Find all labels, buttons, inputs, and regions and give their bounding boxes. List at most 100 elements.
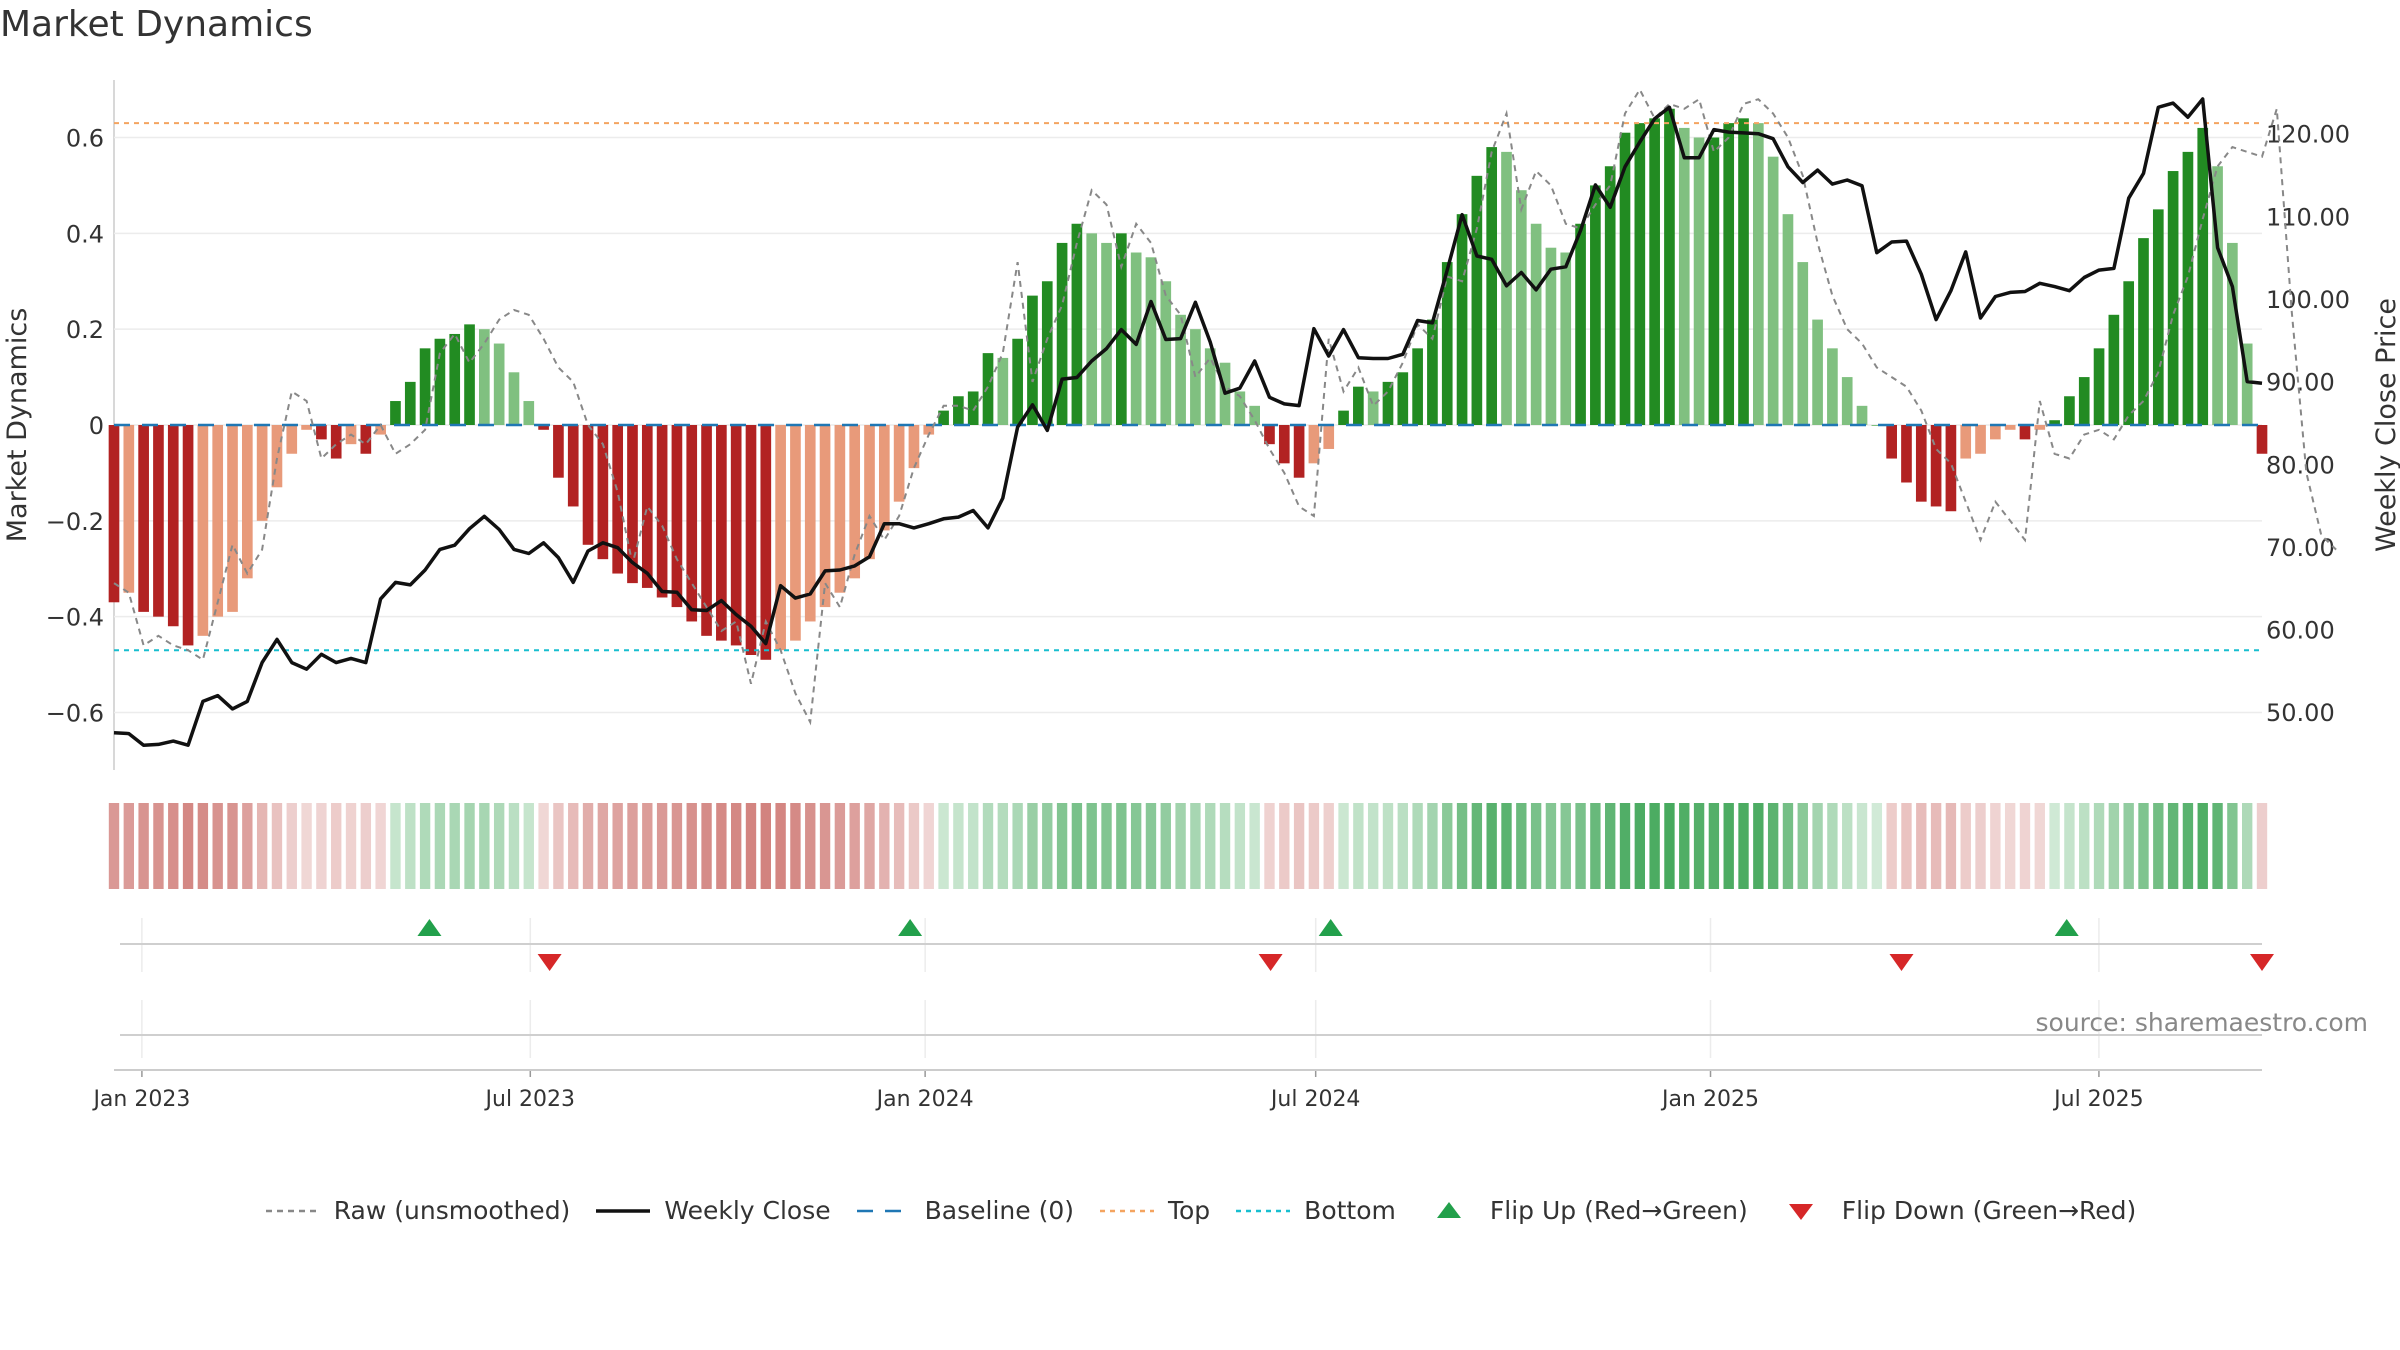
- regime-cell: [1693, 803, 1705, 889]
- regime-cell: [1160, 803, 1171, 889]
- regime-cell: [1856, 803, 1868, 889]
- legend-label: Baseline (0): [924, 1196, 1074, 1225]
- regime-cell: [2197, 803, 2208, 889]
- regime-cell: [2004, 803, 2016, 889]
- histogram-bar: [1338, 410, 1349, 425]
- histogram-bar: [1293, 425, 1305, 478]
- flip-down-marker: [1889, 954, 1914, 971]
- histogram-bar: [256, 425, 268, 521]
- y2-tick-label: 90.00: [2266, 369, 2335, 397]
- histogram-bar: [1323, 425, 1335, 449]
- regime-cell: [1293, 803, 1305, 889]
- histogram-bar: [567, 425, 579, 507]
- histogram-bar: [1278, 425, 1290, 464]
- histogram-bar: [1397, 372, 1409, 425]
- regime-cell: [1353, 803, 1364, 889]
- histogram-bar: [1160, 281, 1172, 425]
- histogram-bar: [1501, 151, 1512, 425]
- histogram-bar: [864, 425, 875, 560]
- regime-cell: [1530, 803, 1542, 889]
- histogram-bar: [1693, 137, 1705, 425]
- y-tick-label: −0.4: [46, 604, 104, 632]
- regime-cell: [1990, 803, 2001, 889]
- regime-cell: [1205, 803, 1216, 889]
- histogram-bar: [404, 381, 416, 425]
- histogram-bar: [1827, 348, 1838, 425]
- histogram-bar: [582, 425, 594, 545]
- regime-cell: [582, 803, 594, 889]
- histogram-bar: [508, 372, 520, 425]
- histogram-bar: [538, 425, 549, 430]
- histogram-bar: [1619, 132, 1631, 426]
- legend-item: Baseline (0): [855, 1196, 1074, 1225]
- histogram-bar: [434, 338, 446, 425]
- regime-cell: [242, 803, 253, 889]
- regime-cell: [879, 803, 890, 889]
- regime-cell: [197, 803, 209, 889]
- histogram-bar: [1975, 425, 1986, 454]
- histogram-bar: [641, 425, 653, 588]
- histogram-bar: [2227, 242, 2238, 425]
- legend-swatch: [265, 1209, 320, 1212]
- regime-cell: [138, 803, 149, 889]
- regime-cell: [1501, 803, 1512, 889]
- histogram-bar: [982, 353, 994, 425]
- regime-cell: [1679, 803, 1690, 889]
- histogram-bar: [1945, 425, 1957, 512]
- regime-cell: [1590, 803, 1601, 889]
- regime-cell: [227, 803, 238, 889]
- regime-cell: [2019, 803, 2031, 889]
- regime-cell: [1916, 803, 1927, 889]
- y-tick-label: 0.4: [66, 220, 104, 248]
- regime-cell: [849, 803, 860, 889]
- regime-cell: [523, 803, 534, 889]
- histogram-bar: [1412, 348, 1423, 425]
- flip-down-marker: [2250, 954, 2274, 971]
- regime-cell: [627, 803, 638, 889]
- regime-cell: [2256, 803, 2268, 889]
- histogram-bar: [2197, 127, 2209, 426]
- histogram-bar: [271, 425, 283, 488]
- histogram-bar: [612, 425, 624, 574]
- regime-cell: [805, 803, 816, 889]
- regime-cell: [1471, 803, 1483, 889]
- histogram-bar: [2093, 348, 2105, 425]
- histogram-bar: [301, 425, 312, 430]
- histogram-bar: [656, 425, 668, 598]
- regime-cell: [656, 803, 668, 889]
- regime-cell: [908, 803, 920, 889]
- histogram-bar: [834, 425, 846, 593]
- regime-cell: [1605, 803, 1616, 889]
- regime-cell: [168, 803, 179, 889]
- regime-cell: [1634, 803, 1646, 889]
- histogram-bar: [360, 425, 372, 454]
- regime-cell: [1249, 803, 1260, 889]
- y2-tick-label: 50.00: [2266, 699, 2335, 727]
- flip-up-marker: [417, 919, 442, 936]
- regime-cell: [182, 803, 194, 889]
- histogram-bar: [1812, 319, 1823, 425]
- regime-cell: [1486, 803, 1497, 889]
- histogram-bar: [1456, 214, 1468, 425]
- histogram-bar: [1930, 425, 1942, 507]
- x-tick-label: Jul 2024: [1269, 1087, 1361, 1112]
- regime-cell: [212, 803, 223, 889]
- regime-cell: [1901, 803, 1912, 889]
- histogram-bar: [1086, 233, 1098, 425]
- regime-cell: [1027, 803, 1038, 889]
- histogram-bar: [2182, 151, 2194, 425]
- histogram-bar: [1990, 425, 2001, 440]
- legend-label: Raw (unsmoothed): [333, 1196, 571, 1225]
- histogram-bar: [1708, 137, 1720, 425]
- legend-label: Top: [1167, 1196, 1211, 1225]
- regime-cell: [1797, 803, 1808, 889]
- flip-up-marker: [1318, 919, 1343, 936]
- histogram-bar: [2123, 281, 2135, 425]
- regime-cell: [1279, 803, 1290, 889]
- histogram-bar: [241, 425, 253, 579]
- regime-cell: [1767, 803, 1779, 889]
- histogram-bar: [2138, 238, 2149, 425]
- chart-title: Market Dynamics: [0, 4, 313, 45]
- regime-cell: [1234, 803, 1246, 889]
- regime-cell: [390, 803, 401, 889]
